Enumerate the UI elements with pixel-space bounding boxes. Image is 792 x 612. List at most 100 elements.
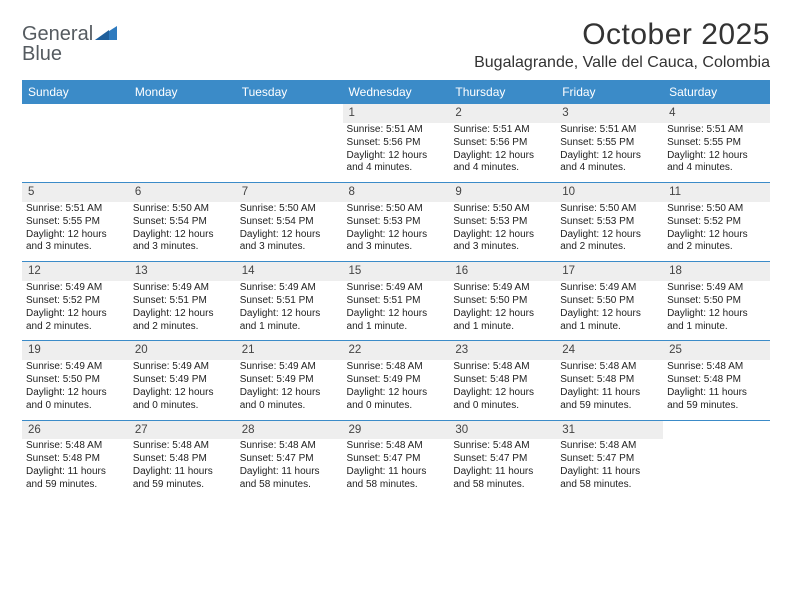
day-day2: and 4 minutes. (347, 162, 446, 175)
brand-word-b: Blue (22, 44, 117, 64)
day-sunrise: Sunrise: 5:48 AM (133, 440, 232, 453)
day-sunset: Sunset: 5:56 PM (347, 137, 446, 150)
day-day1: Daylight: 12 hours (347, 150, 446, 163)
day-sunrise: Sunrise: 5:49 AM (240, 361, 339, 374)
day-day1: Daylight: 12 hours (26, 387, 125, 400)
day-number: 13 (129, 262, 236, 281)
day-sunrise: Sunrise: 5:51 AM (667, 124, 766, 137)
day-number: 25 (663, 341, 770, 360)
day-day1: Daylight: 12 hours (453, 308, 552, 321)
day-day1: Daylight: 12 hours (453, 150, 552, 163)
day-sunrise: Sunrise: 5:49 AM (133, 361, 232, 374)
day-cell: Sunrise: 5:51 AMSunset: 5:55 PMDaylight:… (663, 123, 770, 183)
day-number: 7 (236, 183, 343, 202)
day-cell (129, 123, 236, 183)
day-sunset: Sunset: 5:55 PM (667, 137, 766, 150)
day-day2: and 2 minutes. (26, 321, 125, 334)
day-day1: Daylight: 12 hours (240, 229, 339, 242)
day-day2: and 0 minutes. (347, 400, 446, 413)
day-number: 9 (449, 183, 556, 202)
col-friday: Friday (556, 80, 663, 104)
day-day2: and 4 minutes. (560, 162, 659, 175)
day-cell: Sunrise: 5:49 AMSunset: 5:49 PMDaylight:… (236, 360, 343, 420)
day-number: 28 (236, 420, 343, 439)
day-day2: and 4 minutes. (453, 162, 552, 175)
week-info-row: Sunrise: 5:48 AMSunset: 5:48 PMDaylight:… (22, 439, 770, 498)
day-day2: and 1 minute. (240, 321, 339, 334)
day-number (22, 104, 129, 123)
day-number: 26 (22, 420, 129, 439)
day-sunrise: Sunrise: 5:51 AM (26, 203, 125, 216)
day-cell: Sunrise: 5:51 AMSunset: 5:55 PMDaylight:… (556, 123, 663, 183)
day-cell: Sunrise: 5:48 AMSunset: 5:47 PMDaylight:… (449, 439, 556, 498)
day-sunset: Sunset: 5:50 PM (667, 295, 766, 308)
day-day1: Daylight: 11 hours (560, 387, 659, 400)
day-sunset: Sunset: 5:51 PM (347, 295, 446, 308)
day-sunset: Sunset: 5:50 PM (26, 374, 125, 387)
day-day2: and 58 minutes. (347, 479, 446, 492)
day-day2: and 58 minutes. (453, 479, 552, 492)
day-cell: Sunrise: 5:51 AMSunset: 5:56 PMDaylight:… (343, 123, 450, 183)
day-sunrise: Sunrise: 5:51 AM (347, 124, 446, 137)
day-sunset: Sunset: 5:49 PM (240, 374, 339, 387)
location-text: Bugalagrande, Valle del Cauca, Colombia (474, 54, 770, 72)
day-sunrise: Sunrise: 5:49 AM (240, 282, 339, 295)
day-day1: Daylight: 12 hours (26, 229, 125, 242)
day-sunset: Sunset: 5:51 PM (240, 295, 339, 308)
week-info-row: Sunrise: 5:51 AMSunset: 5:55 PMDaylight:… (22, 202, 770, 262)
day-cell (22, 123, 129, 183)
day-cell: Sunrise: 5:49 AMSunset: 5:50 PMDaylight:… (556, 281, 663, 341)
day-day1: Daylight: 12 hours (347, 387, 446, 400)
day-day1: Daylight: 12 hours (347, 229, 446, 242)
day-sunset: Sunset: 5:54 PM (240, 216, 339, 229)
day-sunset: Sunset: 5:48 PM (560, 374, 659, 387)
day-number: 24 (556, 341, 663, 360)
day-day2: and 1 minute. (560, 321, 659, 334)
day-sunrise: Sunrise: 5:51 AM (453, 124, 552, 137)
day-sunset: Sunset: 5:55 PM (560, 137, 659, 150)
day-day2: and 3 minutes. (453, 241, 552, 254)
day-number: 18 (663, 262, 770, 281)
day-day1: Daylight: 12 hours (26, 308, 125, 321)
col-wednesday: Wednesday (343, 80, 450, 104)
day-sunset: Sunset: 5:54 PM (133, 216, 232, 229)
day-number: 23 (449, 341, 556, 360)
day-cell: Sunrise: 5:48 AMSunset: 5:47 PMDaylight:… (236, 439, 343, 498)
day-sunrise: Sunrise: 5:48 AM (667, 361, 766, 374)
day-number: 17 (556, 262, 663, 281)
day-sunset: Sunset: 5:50 PM (453, 295, 552, 308)
day-day1: Daylight: 12 hours (240, 308, 339, 321)
day-sunrise: Sunrise: 5:49 AM (667, 282, 766, 295)
calendar-body: 1234Sunrise: 5:51 AMSunset: 5:56 PMDayli… (22, 104, 770, 499)
day-number: 29 (343, 420, 450, 439)
day-sunset: Sunset: 5:53 PM (347, 216, 446, 229)
day-day2: and 2 minutes. (560, 241, 659, 254)
day-cell: Sunrise: 5:49 AMSunset: 5:50 PMDaylight:… (449, 281, 556, 341)
day-cell: Sunrise: 5:50 AMSunset: 5:54 PMDaylight:… (236, 202, 343, 262)
day-day1: Daylight: 12 hours (667, 229, 766, 242)
day-cell (236, 123, 343, 183)
day-sunrise: Sunrise: 5:48 AM (347, 361, 446, 374)
day-sunrise: Sunrise: 5:50 AM (347, 203, 446, 216)
day-number: 8 (343, 183, 450, 202)
day-cell: Sunrise: 5:49 AMSunset: 5:51 PMDaylight:… (236, 281, 343, 341)
day-day1: Daylight: 12 hours (560, 229, 659, 242)
day-day2: and 58 minutes. (560, 479, 659, 492)
day-day1: Daylight: 11 hours (453, 466, 552, 479)
day-day2: and 58 minutes. (240, 479, 339, 492)
day-day2: and 59 minutes. (26, 479, 125, 492)
day-day2: and 3 minutes. (26, 241, 125, 254)
day-cell: Sunrise: 5:48 AMSunset: 5:48 PMDaylight:… (449, 360, 556, 420)
col-saturday: Saturday (663, 80, 770, 104)
day-number: 30 (449, 420, 556, 439)
day-sunrise: Sunrise: 5:48 AM (240, 440, 339, 453)
brand-logo: General Blue (22, 24, 117, 64)
day-sunset: Sunset: 5:53 PM (453, 216, 552, 229)
day-day1: Daylight: 12 hours (560, 308, 659, 321)
day-number: 1 (343, 104, 450, 123)
col-sunday: Sunday (22, 80, 129, 104)
title-area: October 2025 Bugalagrande, Valle del Cau… (474, 18, 770, 72)
day-number: 2 (449, 104, 556, 123)
day-number: 4 (663, 104, 770, 123)
day-number: 15 (343, 262, 450, 281)
